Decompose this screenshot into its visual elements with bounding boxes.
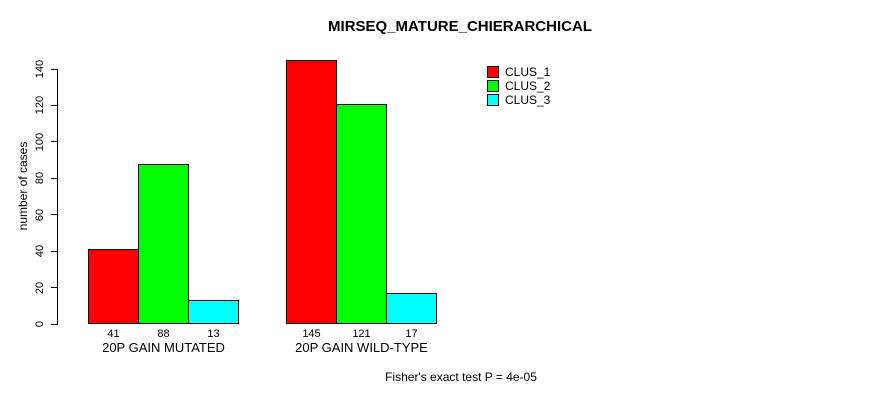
- bar-clus-3-group-2: [386, 293, 437, 324]
- legend-swatch-clus-2: [487, 80, 499, 92]
- y-axis-tick-label: 140: [34, 59, 46, 79]
- legend-label: CLUS_3: [505, 93, 551, 107]
- bar-value-label: 88: [157, 328, 170, 340]
- annotation-text: Fisher's exact test P = 4e-05: [385, 370, 537, 384]
- y-axis-tick-label: 20: [34, 281, 46, 295]
- bar-value-label: 13: [207, 328, 220, 340]
- y-axis-tick-label: 40: [34, 244, 46, 258]
- y-axis-tick: [51, 214, 58, 215]
- y-axis-tick: [51, 69, 58, 70]
- chart-title: MIRSEQ_MATURE_CHIERARCHICAL: [328, 18, 592, 35]
- y-axis-tick: [51, 141, 58, 142]
- y-axis-line: [57, 69, 58, 324]
- y-axis-tick-label: 120: [34, 95, 46, 115]
- y-axis-tick-label: 0: [34, 320, 46, 328]
- bar-value-label: 17: [405, 328, 418, 340]
- x-category-label: 20P GAIN MUTATED: [102, 340, 225, 355]
- y-axis-tick: [51, 324, 58, 325]
- legend-label: CLUS_1: [505, 65, 551, 79]
- bar-value-label: 121: [352, 328, 371, 340]
- y-axis-tick-label: 80: [34, 171, 46, 185]
- y-axis-tick: [51, 251, 58, 252]
- y-axis-tick: [51, 178, 58, 179]
- bar-clus-3-group-1: [188, 300, 239, 324]
- bar-clus-2-group-1: [138, 164, 189, 324]
- y-axis-tick-label: 100: [34, 132, 46, 152]
- x-category-label: 20P GAIN WILD-TYPE: [295, 340, 428, 355]
- legend-swatch-clus-3: [487, 94, 499, 106]
- y-axis-tick: [51, 287, 58, 288]
- bar-clus-1-group-2: [286, 60, 337, 324]
- legend-swatch-clus-1: [487, 66, 499, 78]
- bar-clus-2-group-2: [336, 104, 387, 324]
- bar-value-label: 145: [302, 328, 321, 340]
- bar-clus-1-group-1: [88, 249, 139, 324]
- bar-value-label: 41: [107, 328, 120, 340]
- legend-label: CLUS_2: [505, 79, 551, 93]
- y-axis-tick-label: 60: [34, 208, 46, 222]
- y-axis-tick: [51, 105, 58, 106]
